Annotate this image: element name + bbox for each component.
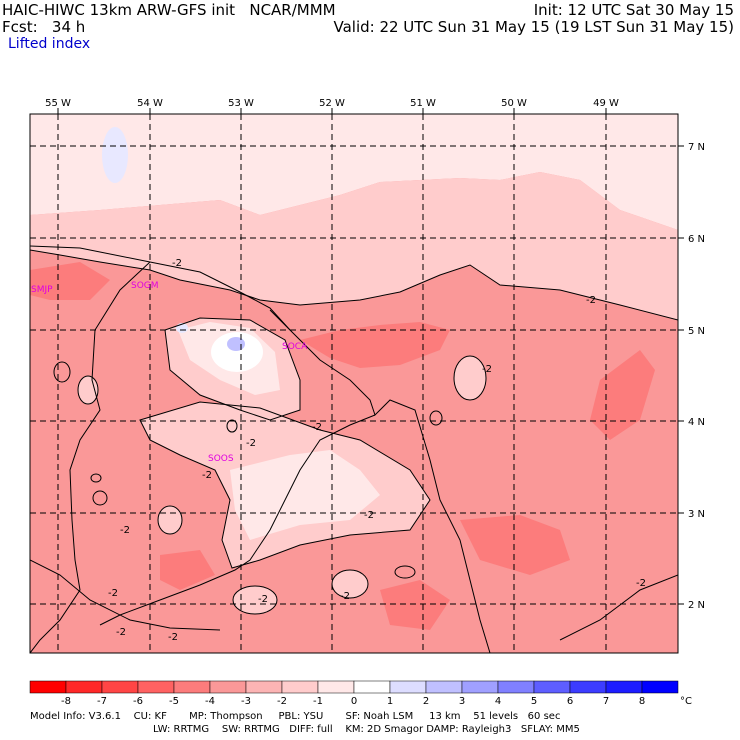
lat-label: 6 N	[688, 234, 705, 245]
colorbar-swatch	[425, 680, 463, 694]
colorbar: -8 -7 -6 -5 -4 -3 -2 -1 0 1 2 3 4 5 6 7 8 °C	[29, 680, 692, 707]
lat-label: 5 N	[688, 326, 705, 337]
axis-ticks	[57, 108, 684, 605]
colorbar-swatch	[569, 680, 607, 694]
field-name: Lifted index	[8, 36, 91, 52]
colorbar-swatch	[497, 680, 535, 694]
forecast-hour: Fcst: 34 h	[2, 18, 86, 36]
contour-label: -2	[312, 422, 322, 433]
colorbar-level-label: 7	[603, 696, 609, 707]
contour-label: -2	[172, 258, 182, 269]
colorbar-swatch	[245, 680, 283, 694]
colorbar-level-label: -8	[61, 696, 71, 707]
colorbar-swatch	[533, 680, 571, 694]
colorbar-swatch	[137, 680, 175, 694]
lat-label: 4 N	[688, 417, 705, 428]
colorbar-swatch	[461, 680, 499, 694]
station-label: SOCA	[282, 342, 308, 352]
contour-label: -2	[120, 525, 130, 536]
init-time: Init: 12 UTC Sat 30 May 15	[533, 1, 734, 19]
station-label: SMJP	[31, 285, 53, 295]
lon-label: 49 W	[593, 98, 619, 109]
colorbar-swatch	[173, 680, 211, 694]
colorbar-swatch	[209, 680, 247, 694]
contour-labels: -2 -2 -2 -2 -2 -2 -2 -2 -2 -2 -2 -2 -2 -…	[108, 258, 646, 643]
lon-label: 54 W	[137, 98, 163, 109]
station-label: SOGM	[131, 281, 159, 291]
colorbar-swatch	[389, 680, 427, 694]
colorbar-level-label: -4	[205, 696, 215, 707]
colorbar-level-label: 2	[423, 696, 429, 707]
colorbar-swatch	[641, 680, 679, 694]
lon-label: 51 W	[410, 98, 436, 109]
colorbar-unit: °C	[680, 696, 692, 707]
model-title: HAIC-HIWC 13km ARW-GFS init NCAR/MMM	[2, 1, 336, 19]
colorbar-level-label: 5	[531, 696, 537, 707]
shaded-field	[30, 114, 678, 653]
colorbar-level-label: -7	[97, 696, 107, 707]
contour-label: -2	[482, 364, 492, 375]
contour-label: -2	[364, 510, 374, 521]
lon-label: 50 W	[501, 98, 527, 109]
colorbar-level-label: 3	[459, 696, 465, 707]
lat-label: 3 N	[688, 509, 705, 520]
colorbar-level-label: 0	[351, 696, 357, 707]
colorbar-level-label: 8	[639, 696, 645, 707]
colorbar-swatch	[281, 680, 319, 694]
lat-label: 2 N	[688, 600, 705, 611]
colorbar-swatch	[317, 680, 355, 694]
lat-label: 7 N	[688, 142, 705, 153]
colorbar-swatch	[353, 680, 391, 694]
contour-label: -2	[116, 627, 126, 638]
colorbar-swatch	[29, 680, 67, 694]
contour-label: -2	[340, 591, 350, 602]
colorbar-level-label: 6	[567, 696, 573, 707]
model-info-line2: LW: RRTMG SW: RRTMG DIFF: full KM: 2D Sm…	[153, 724, 580, 735]
contour-label: -2	[246, 438, 256, 449]
colorbar-level-label: -2	[277, 696, 287, 707]
valid-time: Valid: 22 UTC Sun 31 May 15 (19 LST Sun …	[333, 18, 734, 36]
colorbar-swatch	[65, 680, 103, 694]
colorbar-level-label: -6	[133, 696, 143, 707]
station-label: SOOS	[208, 454, 234, 464]
contour-label: -2	[586, 295, 596, 306]
colorbar-swatch	[605, 680, 643, 694]
lon-label: 55 W	[45, 98, 71, 109]
lon-label: 52 W	[319, 98, 345, 109]
lat-lon-grid	[30, 114, 678, 653]
contour-label: -2	[636, 578, 646, 589]
contour-label: -2	[108, 588, 118, 599]
colorbar-level-label: 4	[495, 696, 501, 707]
contours-minus2	[30, 249, 678, 641]
colorbar-swatch	[101, 680, 139, 694]
colorbar-level-label: -1	[313, 696, 323, 707]
map-frame	[29, 113, 679, 654]
colorbar-level-label: -5	[169, 696, 179, 707]
colorbar-level-label: 1	[387, 696, 393, 707]
contour-label: -2	[202, 470, 212, 481]
contour-label: -2	[168, 632, 178, 643]
model-info-line1: Model Info: V3.6.1 CU: KF MP: Thompson P…	[30, 711, 561, 722]
colorbar-level-label: -3	[241, 696, 251, 707]
contour-label: -2	[258, 594, 268, 605]
lon-label: 53 W	[228, 98, 254, 109]
